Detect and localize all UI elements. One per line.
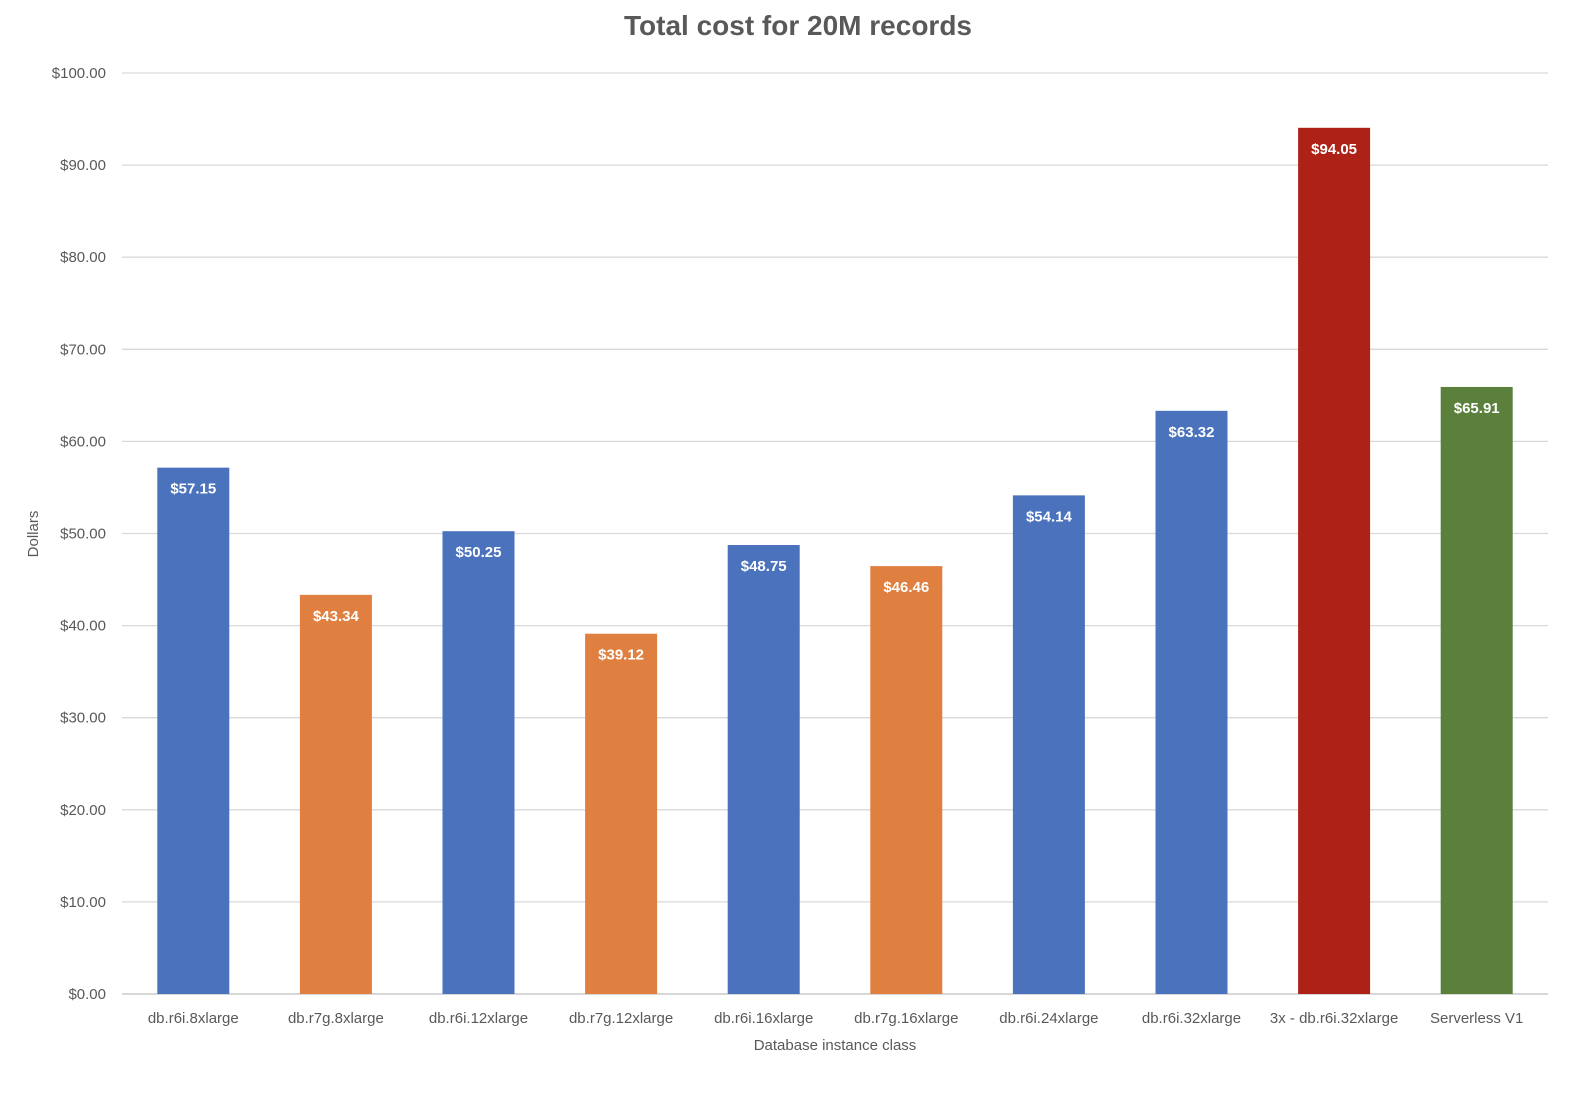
y-tick-label: $50.00 bbox=[60, 526, 106, 543]
bar-data-label: $63.32 bbox=[1169, 424, 1215, 441]
y-tick-label: $40.00 bbox=[60, 618, 106, 635]
x-tick-label: db.r6i.32xlarge bbox=[1142, 1010, 1241, 1027]
y-tick-label: $90.00 bbox=[60, 157, 106, 174]
bar-data-label: $46.46 bbox=[883, 579, 929, 596]
bar-data-label: $57.15 bbox=[170, 481, 216, 498]
x-tick-label: Serverless V1 bbox=[1430, 1010, 1523, 1027]
y-tick-label: $100.00 bbox=[52, 65, 106, 82]
bar bbox=[1298, 127, 1371, 994]
bar-data-label: $65.91 bbox=[1454, 400, 1500, 417]
bar-data-label: $50.25 bbox=[456, 544, 502, 561]
bar-data-label: $94.05 bbox=[1311, 141, 1357, 158]
bar bbox=[157, 467, 230, 994]
bar-data-label: $54.14 bbox=[1026, 508, 1073, 525]
x-tick-label: db.r6i.24xlarge bbox=[999, 1010, 1098, 1027]
bar bbox=[1440, 386, 1513, 995]
bar bbox=[1012, 495, 1085, 994]
y-tick-label: $10.00 bbox=[60, 894, 106, 911]
y-tick-label: $60.00 bbox=[60, 433, 106, 450]
x-axis-ticks: db.r6i.8xlarge db.r7g.8xlarge db.r6i.12xla… bbox=[148, 1010, 1524, 1027]
bar bbox=[1155, 410, 1228, 994]
x-tick-label: db.r6i.12xlarge bbox=[429, 1010, 528, 1027]
y-tick-label: $80.00 bbox=[60, 249, 106, 266]
y-axis-title: Dollars bbox=[25, 511, 42, 558]
bar bbox=[727, 545, 800, 994]
bar bbox=[870, 566, 943, 994]
bar-data-label: $48.75 bbox=[741, 558, 787, 575]
bar bbox=[299, 594, 372, 994]
x-tick-label: db.r6i.16xlarge bbox=[714, 1010, 813, 1027]
x-tick-label: db.r6i.8xlarge bbox=[148, 1010, 239, 1027]
x-tick-label: db.r7g.12xlarge bbox=[569, 1010, 673, 1027]
y-tick-label: $30.00 bbox=[60, 710, 106, 727]
chart-title: Total cost for 20M records bbox=[623, 10, 972, 41]
bar bbox=[585, 633, 658, 994]
y-tick-label: $70.00 bbox=[60, 341, 106, 358]
bar bbox=[442, 531, 515, 994]
bars: $57.15 $43.34 $50.25 $39.12 $48.75 $46.46 $54.… bbox=[157, 127, 1513, 995]
x-axis-title: Database instance class bbox=[754, 1037, 917, 1054]
bar-data-label: $43.34 bbox=[313, 608, 360, 625]
y-tick-label: $20.00 bbox=[60, 802, 106, 819]
y-tick-label: $0.00 bbox=[68, 986, 106, 1003]
x-tick-label: 3x - db.r6i.32xlarge bbox=[1270, 1010, 1398, 1027]
x-tick-label: db.r7g.8xlarge bbox=[288, 1010, 384, 1027]
x-tick-label: db.r7g.16xlarge bbox=[854, 1010, 958, 1027]
y-axis-ticks: $0.00 $10.00 $20.00 $30.00 $40.00 $50.00 $60.0… bbox=[52, 65, 106, 1003]
bar-data-label: $39.12 bbox=[598, 647, 644, 664]
